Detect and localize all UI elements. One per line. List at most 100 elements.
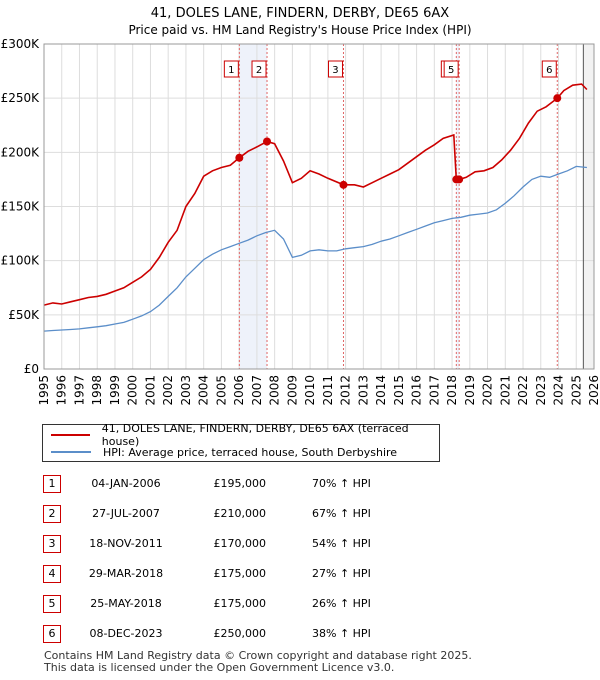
transaction-badge-label: 6 <box>546 65 552 76</box>
transaction-number: 2 <box>43 505 61 523</box>
legend: 41, DOLES LANE, FINDERN, DERBY, DE65 6AX… <box>42 422 440 462</box>
x-tick-label: 2007 <box>250 375 264 406</box>
transaction-date: 25-MAY-2018 <box>90 597 162 610</box>
transaction-hpi-change: 54% ↑ HPI <box>312 537 371 550</box>
x-tick-label: 2006 <box>232 375 246 406</box>
transaction-hpi-change: 26% ↑ HPI <box>312 597 371 610</box>
transaction-number: 5 <box>43 595 61 613</box>
x-tick-label: 2009 <box>285 375 299 406</box>
transaction-row: 1 04-JAN-2006 £195,000 70% ↑ HPI <box>0 475 600 495</box>
x-tick-label: 2005 <box>214 375 228 406</box>
x-tick-label: 2010 <box>303 375 317 406</box>
transaction-hpi-change: 38% ↑ HPI <box>312 627 371 640</box>
x-tick-label: 2004 <box>197 375 211 406</box>
x-tick-label: 2015 <box>392 375 406 406</box>
transaction-row: 4 29-MAR-2018 £175,000 27% ↑ HPI <box>0 565 600 585</box>
chart-title: 41, DOLES LANE, FINDERN, DERBY, DE65 6AX <box>151 6 450 21</box>
transaction-point <box>339 180 348 189</box>
x-tick-label: 2024 <box>552 375 566 406</box>
x-tick-label: 1996 <box>55 375 69 406</box>
transaction-hpi-change: 27% ↑ HPI <box>312 567 371 580</box>
property-line-swatch <box>51 434 90 436</box>
chart-subtitle: Price paid vs. HM Land Registry's House … <box>128 23 471 37</box>
x-tick-label: 1999 <box>108 375 122 406</box>
x-tick-label: 2018 <box>445 375 459 406</box>
legend-hpi-label: HPI: Average price, terraced house, Sout… <box>103 445 398 459</box>
y-tick-label: £300K <box>1 37 41 51</box>
x-tick-label: 2023 <box>534 375 548 406</box>
x-tick-label: 2013 <box>356 375 370 406</box>
transaction-row: 6 08-DEC-2023 £250,000 38% ↑ HPI <box>0 625 600 645</box>
transaction-badge <box>443 60 459 78</box>
y-tick-label: £200K <box>1 145 41 159</box>
transaction-number: 3 <box>43 535 61 553</box>
transaction-badge <box>223 60 239 78</box>
transaction-number: 6 <box>43 625 61 643</box>
x-tick-label: 2011 <box>321 375 335 406</box>
price-chart: 41, DOLES LANE, FINDERN, DERBY, DE65 6AX… <box>1 6 600 406</box>
transaction-price: £175,000 <box>213 597 267 610</box>
y-tick-label: £250K <box>1 91 41 105</box>
x-tick-label: 2019 <box>463 375 477 406</box>
transaction-badge-label: 5 <box>448 65 454 76</box>
transaction-price: £195,000 <box>213 477 267 490</box>
x-tick-label: 2016 <box>410 375 424 406</box>
transaction-date: 27-JUL-2007 <box>92 507 160 520</box>
transaction-date: 04-JAN-2006 <box>91 477 161 490</box>
transaction-date: 08-DEC-2023 <box>89 627 163 640</box>
x-tick-label: 2008 <box>268 375 282 406</box>
transaction-badge <box>251 60 267 78</box>
x-tick-label: 2012 <box>339 375 353 406</box>
transaction-price: £170,000 <box>213 537 267 550</box>
footer: Contains HM Land Registry data © Crown c… <box>44 650 472 674</box>
hpi-line-swatch <box>51 451 91 453</box>
transaction-badge-label: 3 <box>332 65 338 76</box>
transaction-price: £175,000 <box>213 567 267 580</box>
transaction-badge <box>541 60 557 78</box>
transaction-hpi-change: 67% ↑ HPI <box>312 507 371 520</box>
transaction-badge-label: 1 <box>228 65 234 76</box>
transaction-point <box>263 137 272 146</box>
transaction-badge-label: 2 <box>256 65 262 76</box>
plot-frame <box>43 43 595 370</box>
transaction-hpi-change: 70% ↑ HPI <box>312 477 371 490</box>
transaction-row: 5 25-MAY-2018 £175,000 26% ↑ HPI <box>0 595 600 615</box>
x-tick-label: 2002 <box>161 375 175 406</box>
x-tick-label: 2021 <box>498 375 512 406</box>
x-tick-label: 2022 <box>516 375 530 406</box>
property-price-line <box>43 83 588 306</box>
x-tick-label: 2001 <box>143 375 157 406</box>
transaction-point <box>235 153 244 162</box>
transaction-point <box>455 175 464 184</box>
transaction-row: 3 18-NOV-2011 £170,000 54% ↑ HPI <box>0 535 600 555</box>
transaction-point <box>553 94 562 103</box>
x-tick-label: 2003 <box>179 375 193 406</box>
x-tick-label: 2026 <box>587 375 600 406</box>
y-tick-label: £50K <box>8 308 40 322</box>
x-tick-label: 1997 <box>72 375 86 406</box>
transaction-badge <box>327 60 343 78</box>
footer-copyright: Contains HM Land Registry data © Crown c… <box>44 649 472 662</box>
transaction-number: 4 <box>43 565 61 583</box>
transaction-date: 29-MAR-2018 <box>88 567 164 580</box>
legend-item-hpi: HPI: Average price, terraced house, Sout… <box>51 444 397 460</box>
legend-property-label: 41, DOLES LANE, FINDERN, DERBY, DE65 6AX… <box>101 422 409 448</box>
x-tick-label: 2020 <box>481 375 495 406</box>
transaction-date: 18-NOV-2011 <box>89 537 163 550</box>
x-tick-label: 2025 <box>569 375 583 406</box>
transaction-number: 1 <box>43 475 61 493</box>
transaction-row: 2 27-JUL-2007 £210,000 67% ↑ HPI <box>0 505 600 525</box>
legend-item-property: 41, DOLES LANE, FINDERN, DERBY, DE65 6AX… <box>51 422 439 448</box>
x-tick-label: 2017 <box>427 375 441 406</box>
x-tick-label: 2000 <box>126 375 140 406</box>
y-tick-label: £100K <box>1 254 41 268</box>
transaction-price: £210,000 <box>213 507 267 520</box>
x-tick-label: 2014 <box>374 375 388 406</box>
x-tick-label: 1998 <box>90 375 104 406</box>
transaction-price: £250,000 <box>213 627 267 640</box>
hpi-line <box>43 165 587 332</box>
x-tick-label: 1995 <box>37 375 51 406</box>
y-tick-label: £150K <box>1 200 41 214</box>
y-tick-label: £0 <box>24 362 39 376</box>
footer-license: This data is licensed under the Open Gov… <box>44 661 395 674</box>
